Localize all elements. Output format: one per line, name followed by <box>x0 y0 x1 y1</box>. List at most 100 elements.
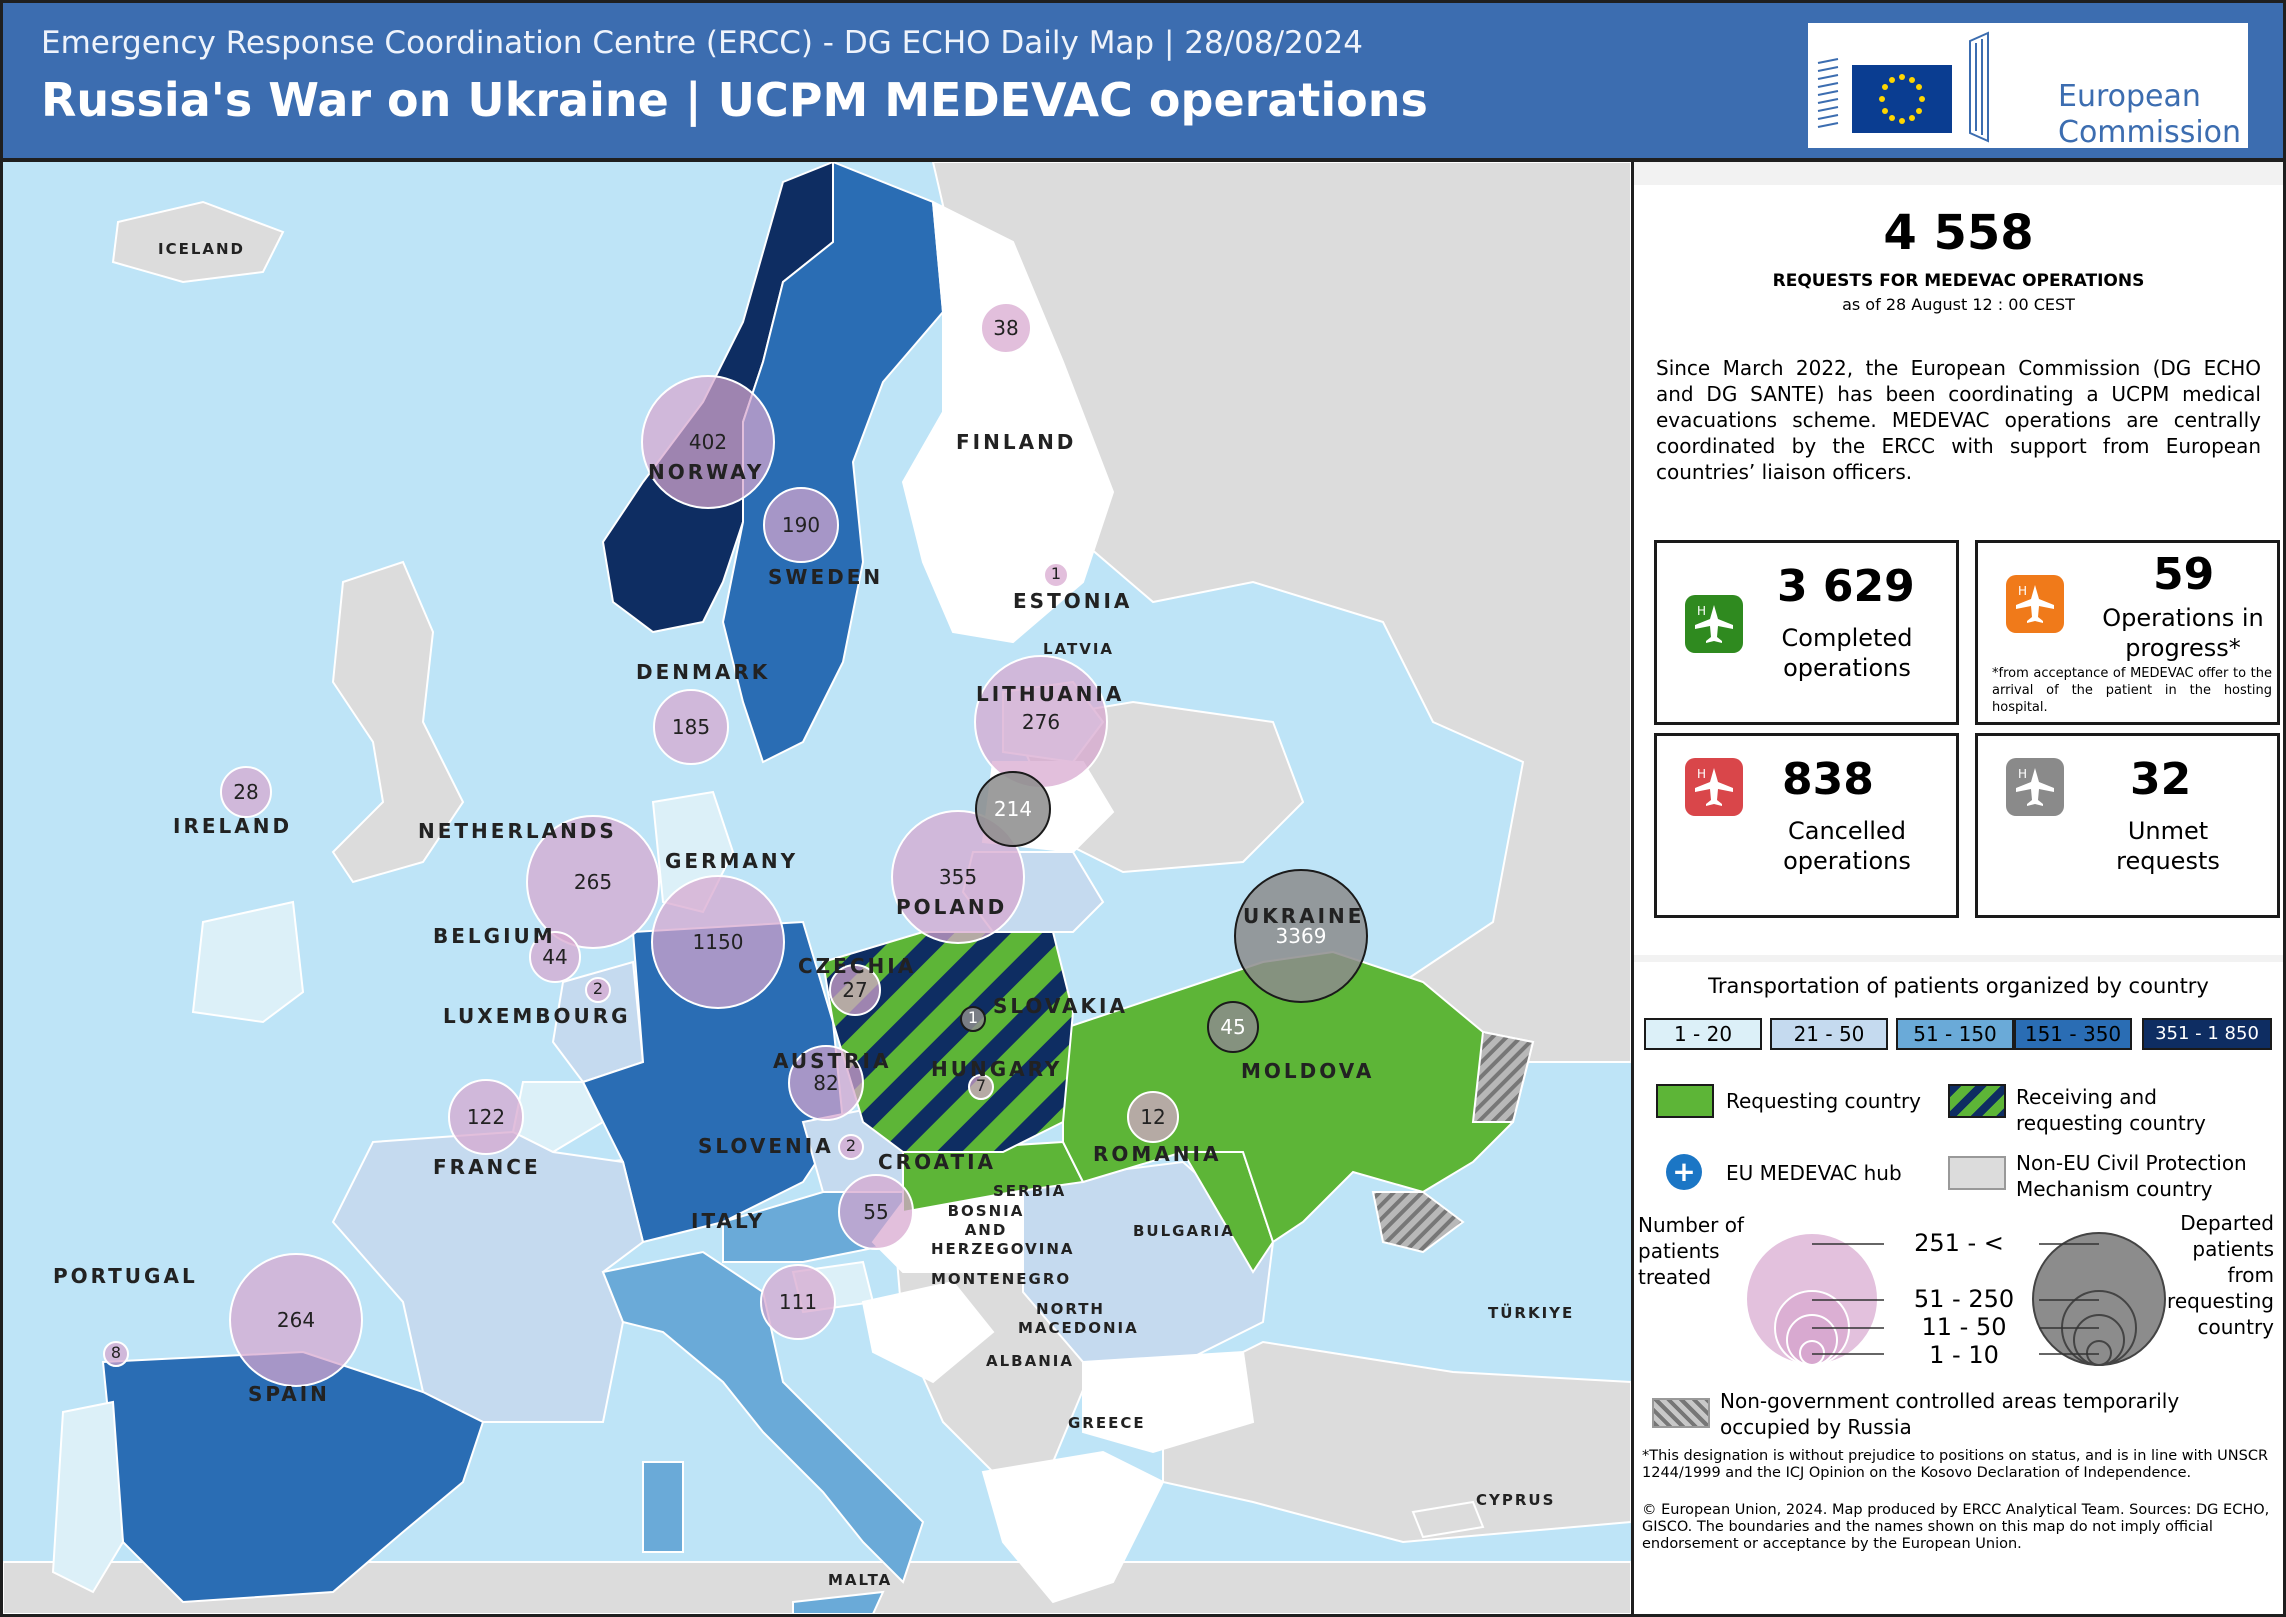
receiving-label-1: Receiving and <box>2016 1085 2157 1109</box>
class-1: 1 - 20 <box>1644 1018 1762 1050</box>
label-czechia: CZECHIA <box>798 954 917 978</box>
label-latvia: LATVIA <box>1043 640 1115 658</box>
patients-label-3: treated <box>1638 1265 1712 1289</box>
occupied-donbas <box>1471 1030 1535 1123</box>
label-poland: POLAND <box>896 895 1008 919</box>
label-sweden: SWEDEN <box>768 565 884 589</box>
value-poland: 355 <box>938 865 978 889</box>
label-croatia: CROATIA <box>878 1150 997 1174</box>
plane-icon-unmet: H <box>2006 758 2064 816</box>
label-estonia: ESTONIA <box>1013 589 1133 613</box>
bubble-ireland <box>220 766 272 818</box>
label-slovenia: SLOVENIA <box>698 1134 834 1158</box>
logo-text-european: European <box>2058 79 2201 114</box>
bubble-czechia <box>829 964 881 1016</box>
label-lithuania: LITHUANIA <box>976 682 1125 706</box>
receiving-label-2: requesting country <box>2016 1111 2206 1135</box>
country-germany <box>581 920 845 1244</box>
bubble-romania <box>1127 1091 1179 1143</box>
value-romania: 12 <box>1140 1105 1166 1129</box>
patients-label-1: Number of <box>1638 1213 1744 1237</box>
cancelled-value: 838 <box>1782 754 1874 805</box>
patients-label-2: patients <box>1638 1239 1720 1263</box>
occupied-label-1: Non-government controlled areas temporar… <box>1720 1389 2180 1413</box>
label-denmark: DENMARK <box>636 660 771 684</box>
stat-cancelled: H 838 Cancelled operations <box>1654 733 1959 918</box>
value-czechia: 27 <box>842 978 868 1002</box>
hub-label: EU MEDEVAC hub <box>1726 1161 1902 1185</box>
logo-text-commission: Commission <box>2058 115 2242 150</box>
patients-treated-bubbles <box>103 302 1179 1387</box>
occupied-swatch <box>1652 1398 1710 1428</box>
departed-value-ukraine: 3369 <box>1275 924 1327 948</box>
land-cyprus <box>1411 1500 1485 1539</box>
non-eu-label-1: Non-EU Civil Protection <box>2016 1151 2247 1175</box>
bubble-hungary <box>968 1074 994 1100</box>
departed-label-4: requesting <box>2167 1289 2274 1313</box>
label-germany: GERMANY <box>665 849 799 873</box>
cancelled-label-2: operations <box>1783 847 1911 875</box>
svg-text:H: H <box>1697 767 1706 781</box>
footnote-copyright: © European Union, 2024. Map produced by … <box>1642 1502 2270 1552</box>
bubble-germany <box>651 875 785 1009</box>
bubble-spain <box>229 1253 363 1387</box>
label-iceland: ICELAND <box>158 240 246 258</box>
total-requests-label: REQUESTS FOR MEDEVAC OPERATIONS <box>1772 271 2145 291</box>
total-requests: 4 558 <box>1883 205 2034 261</box>
value-croatia: 55 <box>863 1200 889 1224</box>
as-of-date: as of 28 August 12 : 00 CEST <box>1842 295 2075 314</box>
completed-label-1: Completed <box>1781 624 1913 652</box>
label-malta: MALTA <box>828 1571 893 1589</box>
country-sardinia <box>642 1461 684 1553</box>
svg-text:H: H <box>2018 584 2027 598</box>
stat-completed: H 3 629 Completed operations <box>1654 540 1959 725</box>
in-progress-label-1: Operations in <box>2102 604 2264 632</box>
label-moldova: MOLDOVA <box>1241 1059 1375 1083</box>
unmet-label-2: requests <box>2116 847 2220 875</box>
requesting-label: Requesting country <box>1726 1089 1922 1113</box>
bubble-estonia <box>1043 562 1069 588</box>
departed-ukraine <box>1234 869 1368 1003</box>
value-portugal: 8 <box>110 1343 122 1362</box>
patients-departed-bubbles <box>960 771 1368 1053</box>
bubble-poland <box>891 810 1025 944</box>
value-sweden: 190 <box>781 513 821 537</box>
label-belgium: BELGIUM <box>433 924 556 948</box>
stat-in-progress: H 59 Operations in progress* *from accep… <box>1975 540 2280 725</box>
value-italy: 111 <box>778 1290 818 1314</box>
legend-title: Transportation of patients organized by … <box>1708 974 2209 998</box>
receiving-swatch <box>1948 1084 2006 1118</box>
land-turkiye <box>1162 1340 1631 1544</box>
label-albania: ALBANIA <box>986 1352 1074 1370</box>
class-4: 151 - 350 <box>2014 1018 2132 1050</box>
size-class-4: 1 - 10 <box>1929 1341 1999 1369</box>
map-title: Russia's War on Ukraine | UCPM MEDEVAC o… <box>41 73 1428 127</box>
class-2: 21 - 50 <box>1770 1018 1888 1050</box>
country-croatia <box>861 1280 995 1384</box>
cancelled-label-1: Cancelled <box>1788 817 1906 845</box>
country-sweden <box>721 162 945 764</box>
country-portugal <box>51 1400 125 1594</box>
european-commission-logo: European Commission <box>1808 23 2248 150</box>
class-5: 351 - 1 850 <box>2142 1018 2272 1050</box>
occupied-label-2: occupied by Russia <box>1720 1415 1912 1439</box>
in-progress-label-2: progress* <box>2125 634 2241 662</box>
label-italy: ITALY <box>691 1209 766 1233</box>
value-spain: 264 <box>276 1308 316 1332</box>
size-class-3: 11 - 50 <box>1921 1313 2007 1341</box>
in-progress-note: *from acceptance of MEDEVAC offer to the… <box>1992 666 2272 715</box>
value-belgium: 44 <box>542 945 568 969</box>
value-norway: 402 <box>688 430 728 454</box>
label-slovakia: SLOVAKIA <box>993 994 1128 1018</box>
label-netherlands: NETHERLANDS <box>418 819 617 843</box>
value-germany: 1150 <box>692 930 744 954</box>
plane-icon-completed: H <box>1685 595 1743 653</box>
bubble-sweden <box>763 487 839 563</box>
non-eu-swatch <box>1948 1156 2006 1190</box>
bubble-norway <box>641 375 775 509</box>
label-ukraine: UKRAINE <box>1243 904 1365 928</box>
departed-label-1: Departed <box>2180 1211 2274 1235</box>
medevac-hub-icon: + <box>1666 1154 1702 1190</box>
label-france: FRANCE <box>433 1155 541 1179</box>
